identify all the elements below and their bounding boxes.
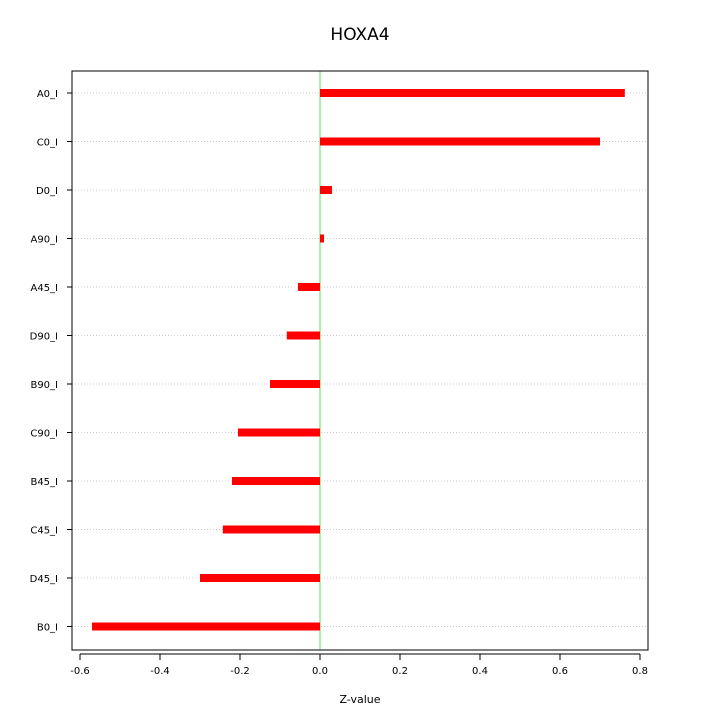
bar-A90_I — [320, 234, 324, 243]
x-axis-label: Z-value — [339, 693, 380, 706]
bar-D45_I — [200, 574, 320, 582]
bar-A0_I — [320, 89, 625, 97]
x-tick-label: 0.8 — [632, 666, 648, 677]
bar-B90_I — [270, 380, 320, 388]
x-tick-label: 0.6 — [552, 666, 568, 677]
y-tick-label: D0_I — [36, 186, 58, 197]
chart-title: HOXA4 — [330, 25, 389, 45]
x-tick-label: 0.2 — [392, 666, 408, 677]
y-tick-label: B90_I — [30, 380, 58, 391]
bars — [92, 89, 625, 631]
y-tick-label: C0_I — [37, 138, 58, 149]
y-axis: A0_I C0_I D0_I A90_I A45_I D90_I B90_I C90_I B45… — [30, 89, 72, 634]
bar-C0_I — [320, 137, 600, 146]
x-tick-label: -0.2 — [230, 666, 250, 677]
x-tick-label: 0.4 — [472, 666, 488, 677]
y-tick-label: A0_I — [37, 89, 58, 100]
bar-B0_I — [92, 622, 320, 631]
bar-C90_I — [238, 428, 320, 437]
x-tick-label: -0.6 — [70, 666, 90, 677]
y-tick-label: D90_I — [30, 332, 58, 343]
y-tick-label: A45_I — [30, 283, 58, 294]
y-tick-label: B0_I — [37, 623, 58, 634]
bar-D90_I — [286, 331, 320, 340]
plot-frame — [71, 70, 649, 651]
x-tick-label: 0.0 — [312, 666, 328, 677]
y-tick-label: A90_I — [30, 235, 58, 246]
y-tick-label: C90_I — [30, 429, 58, 440]
grid-lines — [72, 92, 648, 627]
x-axis: -0.6 -0.4 -0.2 0.0 0.2 0.4 0.6 0.8 — [70, 653, 648, 677]
y-tick-label: C45_I — [30, 526, 58, 537]
y-tick-label: D45_I — [30, 574, 58, 585]
bar-A45_I — [298, 283, 320, 291]
bar-C45_I — [222, 525, 320, 534]
bar-B45_I — [232, 477, 320, 485]
y-tick-label: B45_I — [30, 477, 58, 488]
bar-D0_I — [320, 186, 332, 194]
x-tick-label: -0.4 — [150, 666, 170, 677]
